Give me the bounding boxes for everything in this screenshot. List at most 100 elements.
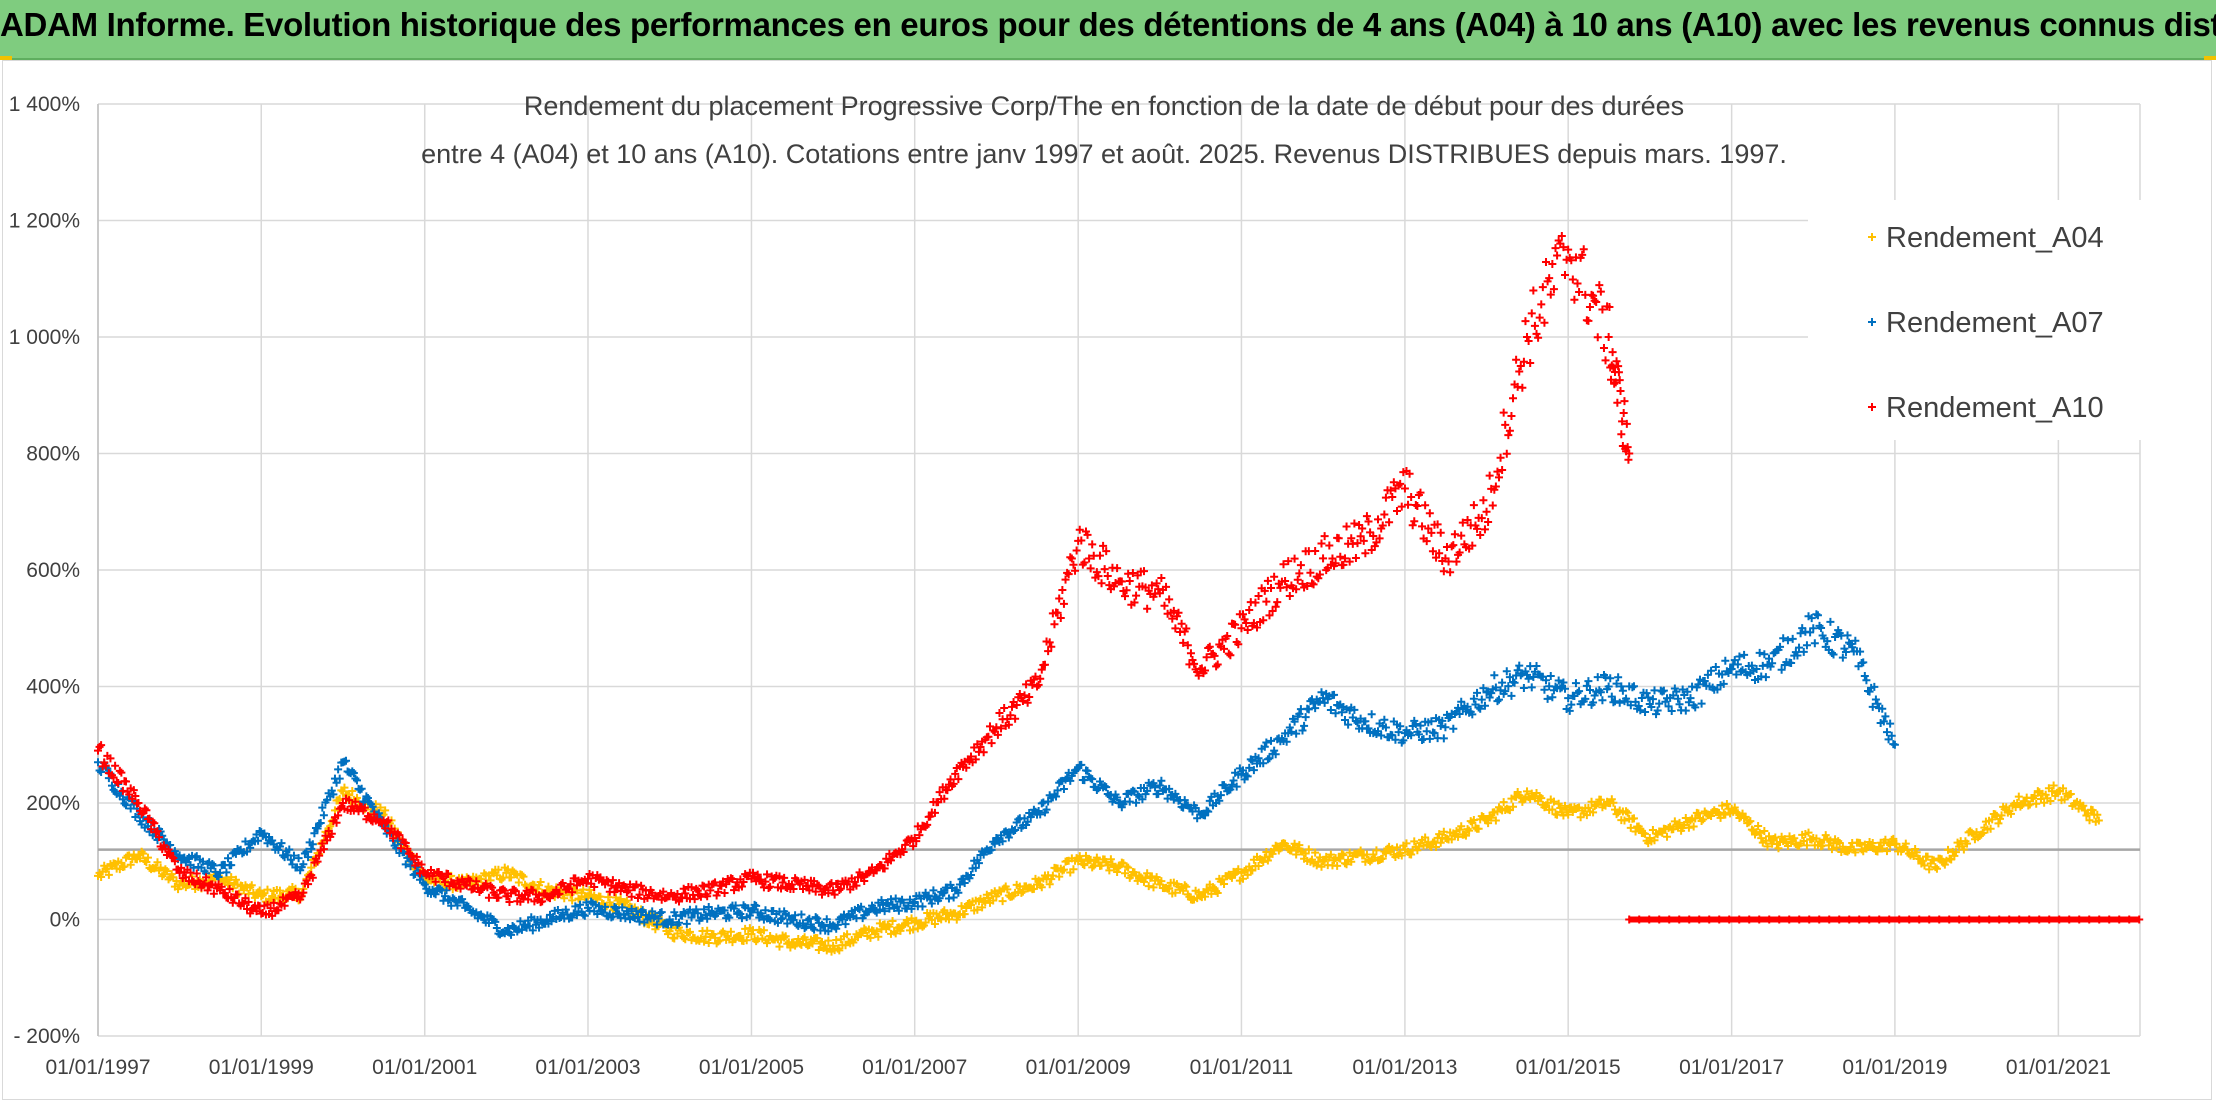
- data-point-cloud: [1493, 467, 1502, 476]
- data-point-cloud: [307, 844, 316, 853]
- data-point-cloud: [1556, 804, 1565, 813]
- data-point-cloud: [692, 905, 701, 914]
- data-point-cloud: [700, 937, 709, 946]
- data-point-cloud: [1234, 865, 1243, 874]
- data-point-cloud: [1994, 819, 2003, 828]
- data-point-cloud: [1790, 834, 1799, 843]
- data-point-cloud: [1505, 426, 1514, 435]
- data-point-cloud: [1901, 839, 1910, 848]
- data-point-cloud: [736, 909, 745, 918]
- data-point-cloud: [1807, 835, 1816, 844]
- data-point-cloud: [1519, 684, 1528, 693]
- data-point-cloud: [156, 863, 165, 872]
- data-point-cloud: [307, 863, 316, 872]
- data-point-cloud: [1598, 696, 1607, 705]
- data-point-cloud: [1480, 815, 1489, 824]
- data-point-cloud: [1144, 882, 1153, 891]
- data-point-cloud: [1596, 795, 1605, 804]
- data-point-cloud: [1622, 807, 1631, 816]
- legend-label: Rendement_A04: [1886, 222, 2104, 254]
- data-point-cloud: [627, 904, 636, 913]
- data-point-cloud: [874, 932, 883, 941]
- data-point-cloud: [780, 873, 789, 882]
- data-point-cloud: [786, 943, 795, 952]
- data-point-cloud: [1139, 877, 1148, 886]
- data-point-cloud: [1421, 833, 1430, 842]
- data-point-cloud: [1097, 579, 1106, 588]
- data-point-cloud: [1570, 295, 1579, 304]
- y-tick-label: 400%: [26, 676, 80, 699]
- data-point-cloud: [1077, 855, 1086, 864]
- data-point: [1523, 333, 1532, 341]
- data-point-cloud: [891, 929, 900, 938]
- data-point-cloud: [720, 888, 729, 897]
- data-point-cloud: [1259, 857, 1268, 866]
- chart-title-line1: Rendement du placement Progressive Corp/…: [524, 91, 1684, 121]
- data-point-cloud: [1827, 845, 1836, 854]
- data-point-cloud: [1454, 832, 1463, 841]
- data-point-cloud: [1201, 892, 1210, 901]
- data-point-cloud: [952, 915, 961, 924]
- data-point-cloud: [1304, 845, 1313, 854]
- data-point-cloud: [843, 930, 852, 939]
- data-point-cloud: [1593, 333, 1602, 342]
- data-point-cloud: [734, 908, 743, 917]
- data-point-cloud: [352, 776, 361, 785]
- data-point-cloud: [296, 866, 305, 875]
- data-point: [1604, 333, 1613, 341]
- data-point-cloud: [745, 911, 754, 920]
- data-point-cloud: [1601, 801, 1610, 810]
- data-point-cloud: [1484, 819, 1493, 828]
- data-point-cloud: [1213, 888, 1222, 897]
- data-point-cloud: [227, 861, 236, 870]
- series-Rendement_A04: [94, 781, 2103, 956]
- data-point-cloud: [1812, 610, 1821, 619]
- data-point-cloud: [2046, 797, 2055, 806]
- data-point-cloud: [1436, 838, 1445, 847]
- data-point-cloud: [316, 818, 325, 827]
- data-point-cloud: [2091, 817, 2100, 826]
- data-point-cloud: [238, 849, 247, 858]
- data-point-cloud: [436, 885, 445, 894]
- data-point-cloud: [153, 858, 162, 867]
- data-point-cloud: [340, 783, 349, 792]
- data-point-cloud: [1336, 552, 1345, 561]
- data-point-cloud: [622, 907, 631, 916]
- data-point-cloud: [1889, 740, 1898, 749]
- corner-accent-left: [0, 56, 12, 60]
- data-point-cloud: [1843, 847, 1852, 856]
- data-point-cloud: [1920, 861, 1929, 870]
- data-point-cloud: [1950, 851, 1959, 860]
- data-point-cloud: [1959, 845, 1968, 854]
- data-point-cloud: [2059, 784, 2068, 793]
- data-point-cloud: [374, 809, 383, 818]
- data-point-cloud: [1526, 359, 1535, 368]
- data-point-cloud: [304, 853, 313, 862]
- data-point-cloud: [1177, 619, 1186, 628]
- data-point-cloud: [1037, 883, 1046, 892]
- data-point-cloud: [104, 870, 113, 879]
- data-point-cloud: [1609, 798, 1618, 807]
- data-point-cloud: [120, 862, 129, 871]
- data-point-cloud: [1224, 649, 1233, 658]
- data-point-cloud: [247, 881, 256, 890]
- data-point-cloud: [1887, 835, 1896, 844]
- data-point-cloud: [927, 915, 936, 924]
- data-point-cloud: [1629, 814, 1638, 823]
- data-point-cloud: [1521, 317, 1530, 326]
- data-point-cloud: [334, 765, 343, 774]
- data-point-cloud: [174, 885, 183, 894]
- data-point-cloud: [1457, 822, 1466, 831]
- data-point-cloud: [1165, 884, 1174, 893]
- data-point-cloud: [494, 865, 503, 874]
- data-point-cloud: [1951, 848, 1960, 857]
- data-point-cloud: [1447, 542, 1456, 551]
- data-point-cloud: [1381, 849, 1390, 858]
- data-point-cloud: [657, 908, 666, 917]
- data-point-cloud: [1554, 799, 1563, 808]
- data-point-cloud: [191, 853, 200, 862]
- data-point-cloud: [453, 901, 462, 910]
- data-point-cloud: [909, 925, 918, 934]
- data-point-cloud: [1160, 601, 1169, 610]
- data-point: [1319, 554, 1328, 563]
